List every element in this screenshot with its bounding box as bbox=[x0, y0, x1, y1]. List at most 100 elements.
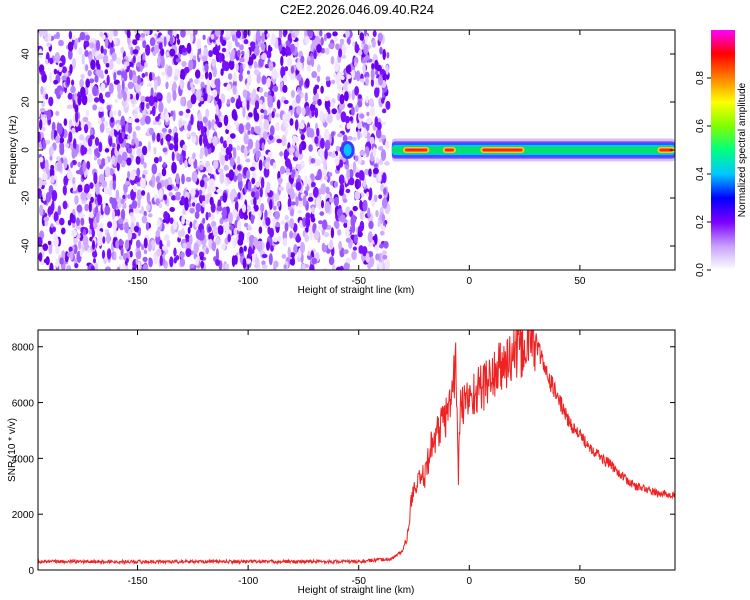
noise-cell bbox=[192, 30, 198, 36]
noise-cell bbox=[351, 89, 355, 101]
noise-cell bbox=[246, 99, 250, 111]
noise-cell bbox=[184, 114, 190, 118]
noise-cell bbox=[97, 236, 103, 247]
noise-cell bbox=[254, 125, 259, 134]
noise-cell bbox=[124, 142, 130, 149]
noise-cell bbox=[382, 48, 387, 61]
spectrogram-y-tick-label: 0 bbox=[21, 147, 32, 153]
noise-cell bbox=[277, 200, 281, 208]
noise-cell bbox=[254, 47, 260, 56]
noise-cell bbox=[199, 134, 203, 147]
noise-cell bbox=[289, 252, 296, 258]
noise-cell bbox=[372, 146, 377, 158]
noise-cell bbox=[62, 200, 68, 210]
noise-cell bbox=[328, 172, 333, 177]
noise-cell bbox=[160, 56, 165, 69]
noise-cell bbox=[77, 37, 81, 43]
noise-cell bbox=[331, 264, 336, 270]
noise-cell bbox=[381, 97, 385, 104]
noise-cell bbox=[155, 248, 162, 257]
noise-cell bbox=[113, 251, 117, 261]
noise-cell bbox=[115, 119, 122, 126]
noise-cell bbox=[366, 191, 370, 197]
noise-cell bbox=[158, 188, 163, 200]
noise-cell bbox=[219, 34, 224, 44]
noise-cell bbox=[312, 223, 316, 234]
noise-cell bbox=[199, 255, 204, 261]
noise-cell bbox=[238, 123, 244, 135]
noise-cell bbox=[103, 257, 107, 264]
noise-cell bbox=[116, 70, 123, 76]
noise-cell bbox=[206, 126, 210, 138]
noise-cell bbox=[144, 61, 148, 68]
noise-cell bbox=[62, 185, 67, 196]
noise-cell bbox=[203, 47, 209, 59]
noise-cell bbox=[71, 57, 77, 70]
colorbar-tick-label: 0.4 bbox=[695, 167, 706, 181]
noise-cell bbox=[55, 246, 60, 255]
noise-cell bbox=[352, 205, 358, 212]
noise-cell bbox=[158, 156, 163, 163]
noise-cell bbox=[331, 79, 336, 85]
noise-cell bbox=[84, 183, 90, 194]
noise-cell bbox=[65, 143, 70, 148]
noise-cell bbox=[132, 49, 139, 55]
noise-cell bbox=[348, 177, 355, 186]
noise-cell bbox=[385, 140, 390, 150]
noise-cell bbox=[210, 202, 216, 213]
noise-cell bbox=[92, 85, 98, 97]
noise-cell bbox=[100, 45, 104, 54]
noise-cell bbox=[253, 196, 257, 207]
noise-cell bbox=[263, 114, 268, 120]
noise-cell bbox=[358, 245, 364, 254]
noise-cell bbox=[82, 160, 87, 173]
noise-cell bbox=[50, 129, 55, 141]
noise-cell bbox=[285, 46, 291, 55]
noise-cell bbox=[180, 251, 185, 259]
noise-cell bbox=[319, 211, 325, 216]
spectrogram-y-tick-label: -40 bbox=[21, 238, 32, 253]
noise-cell bbox=[263, 166, 270, 178]
signal-band-core bbox=[404, 148, 428, 152]
noise-cell bbox=[374, 244, 380, 251]
noise-cell bbox=[341, 54, 347, 59]
noise-cell bbox=[237, 164, 242, 171]
noise-cell bbox=[45, 93, 49, 100]
noise-cell bbox=[235, 63, 239, 72]
noise-cell bbox=[71, 147, 76, 159]
noise-cell bbox=[289, 118, 294, 126]
noise-cell bbox=[88, 213, 95, 218]
noise-cell bbox=[165, 134, 172, 142]
noise-cell bbox=[58, 39, 64, 47]
noise-cell bbox=[214, 78, 220, 87]
noise-cell bbox=[130, 46, 134, 56]
noise-cell bbox=[194, 211, 200, 220]
noise-cell bbox=[182, 208, 187, 216]
noise-cell bbox=[269, 125, 275, 136]
noise-cell bbox=[345, 257, 352, 264]
noise-cell bbox=[238, 57, 245, 63]
noise-cell bbox=[260, 203, 265, 213]
noise-cell bbox=[316, 127, 320, 137]
noise-cell bbox=[268, 112, 272, 122]
snr-y-tick-label: 6000 bbox=[12, 399, 35, 410]
noise-cell bbox=[75, 170, 82, 175]
noise-cell bbox=[211, 58, 217, 68]
noise-cell bbox=[226, 206, 230, 215]
noise-cell bbox=[381, 214, 386, 222]
noise-cell bbox=[205, 247, 209, 255]
snr-y-ticks: 0 2000 4000 6000 8000 bbox=[12, 343, 675, 577]
noise-cell bbox=[294, 41, 299, 48]
noise-cell bbox=[375, 128, 382, 139]
noise-cell bbox=[194, 78, 199, 85]
noise-cell bbox=[103, 48, 107, 55]
noise-cell bbox=[72, 35, 76, 41]
noise-cell bbox=[287, 206, 293, 211]
noise-cell bbox=[312, 101, 317, 106]
noise-cell bbox=[338, 188, 344, 196]
noise-cell bbox=[258, 226, 263, 234]
noise-cell bbox=[106, 104, 111, 111]
noise-cell bbox=[239, 246, 244, 254]
noise-cell bbox=[80, 119, 85, 130]
noise-cell bbox=[289, 230, 294, 239]
